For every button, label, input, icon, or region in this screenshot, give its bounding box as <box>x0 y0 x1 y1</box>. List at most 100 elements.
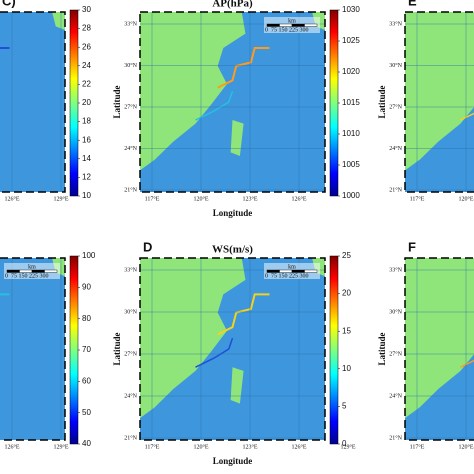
colorbar-tick-label: 80 <box>82 314 91 323</box>
track <box>460 359 474 368</box>
scale-labels: 0 75 150 225 300 <box>5 273 49 279</box>
lon-tick-label: 120°E <box>193 195 208 202</box>
colorbar-tick-label: 26 <box>82 42 91 51</box>
colorbar <box>329 9 339 197</box>
colorbar-tick-label: 22 <box>82 80 91 89</box>
y-axis-label: Latitude <box>377 85 387 118</box>
map-frame <box>0 257 66 441</box>
lat-tick-label: 30°N <box>389 62 402 69</box>
lon-tick-label: 126°E <box>291 195 306 202</box>
colorbar-tick-label: 90 <box>82 282 91 291</box>
map <box>140 12 325 192</box>
colorbar-tick-label: 20 <box>342 289 351 298</box>
scale-seg <box>44 269 58 273</box>
lat-tick-label: 33°N <box>124 266 137 273</box>
lon-tick-label: 120°E <box>193 443 208 450</box>
track <box>195 90 234 121</box>
x-axis-label: Longitude <box>213 456 253 466</box>
colorbar-tick-label: 1010 <box>342 129 360 138</box>
colorbar-tick-label: 15 <box>342 326 351 335</box>
map-panel: C) 126°E 129°E 30 28 26 24 22 20 18 16 14 12 10 <box>0 0 91 202</box>
colorbar-tick-label: 25 <box>342 251 351 260</box>
colorbar-tick-label: 1030 <box>342 5 360 14</box>
map-panel: 126°E 129°E km 0 75 150 225 300 100 90 80 70 60 5… <box>0 251 96 450</box>
map-panel: F 33°N 30°N 27°N 24°N 21°N 117°E 120°E Latitude <box>377 239 474 450</box>
panel-title: WS(m/s) <box>212 244 253 256</box>
scale-seg <box>304 269 318 273</box>
sea <box>0 258 65 440</box>
lon-tick-label: 123°E <box>242 195 257 202</box>
map-frame <box>404 257 474 441</box>
scale-labels: 0 75 150 225 300 <box>265 273 309 279</box>
scale-seg <box>279 269 293 273</box>
track <box>460 112 474 121</box>
track <box>195 337 234 368</box>
colorbar-tick-label: 40 <box>82 439 91 448</box>
colorbar <box>69 9 79 197</box>
panel-letter: D <box>143 239 152 254</box>
lon-tick-label: 120°E <box>458 195 473 202</box>
colorbar-tick-label: 1015 <box>342 98 360 107</box>
lon-tick-label: 117°E <box>410 443 425 450</box>
lat-tick-label: 21°N <box>389 186 402 193</box>
map-panel: D WS(m/s) 33°N 30°N 27°N 24°N 21°N 117°E 120°E 12… <box>112 239 356 466</box>
colorbar-tick-label: 18 <box>82 117 91 126</box>
lon-tick-label: 129°E <box>340 443 355 450</box>
land <box>140 258 246 419</box>
lat-tick-label: 24°N <box>124 392 137 399</box>
colorbar-tick-label: 1005 <box>342 160 360 169</box>
lon-tick-label: 117°E <box>410 195 425 202</box>
lon-tick-label: 126°E <box>291 443 306 450</box>
colorbar-tick-label: 0 <box>342 439 347 448</box>
lat-tick-label: 24°N <box>389 145 402 152</box>
scale-seg <box>279 23 293 27</box>
colorbar-tick-label: 60 <box>82 376 91 385</box>
colorbar-tick-label: 10 <box>342 364 351 373</box>
track <box>217 293 270 336</box>
map <box>405 258 474 440</box>
lat-tick-label: 21°N <box>389 434 402 441</box>
lat-tick-label: 33°N <box>124 20 137 27</box>
lat-tick-label: 27°N <box>389 350 402 357</box>
land <box>405 258 474 419</box>
lon-tick-label: 129°E <box>53 443 68 450</box>
map <box>0 258 65 440</box>
scale-seg <box>19 269 33 273</box>
colorbar <box>69 255 79 445</box>
lat-tick-label: 30°N <box>124 308 137 315</box>
lon-tick-label: 126°E <box>4 195 19 202</box>
scale-unit: km <box>28 264 36 270</box>
colorbar-tick-label: 24 <box>82 61 91 70</box>
colorbar-tick-label: 50 <box>82 408 91 417</box>
lat-tick-label: 30°N <box>124 62 137 69</box>
scale-seg <box>291 23 305 27</box>
map-panel: E 33°N 30°N 27°N 24°N 21°N 117°E 120°E Latitude <box>377 0 474 202</box>
scale-unit: km <box>288 18 296 24</box>
colorbar-tick-label: 16 <box>82 135 91 144</box>
lat-tick-label: 27°N <box>124 350 137 357</box>
island <box>230 367 244 404</box>
track <box>217 47 270 89</box>
map-frame <box>139 11 326 193</box>
lat-tick-label: 21°N <box>124 434 137 441</box>
lon-tick-label: 129°E <box>53 195 68 202</box>
map <box>0 12 65 192</box>
colorbar-tick-label: 10 <box>82 191 91 200</box>
map-frame <box>404 11 474 193</box>
panel-letter: F <box>408 239 416 254</box>
panel-letter: E <box>408 0 417 8</box>
y-axis-label: Latitude <box>112 332 122 365</box>
scale-unit: km <box>288 264 296 270</box>
y-axis-label: Latitude <box>112 85 122 118</box>
lat-tick-label: 33°N <box>389 20 402 27</box>
colorbar-tick-label: 28 <box>82 24 91 33</box>
colorbar-tick-label: 20 <box>82 98 91 107</box>
colorbar-tick-label: 30 <box>82 5 91 14</box>
colorbar-tick-label: 1025 <box>342 36 360 45</box>
map-panel: AP(hPa) 33°N 30°N 27°N 24°N 21°N 117°E 120°E 123… <box>112 0 360 218</box>
lat-tick-label: 30°N <box>389 308 402 315</box>
lat-tick-label: 27°N <box>389 103 402 110</box>
lat-tick-label: 24°N <box>124 145 137 152</box>
colorbar-tick-label: 5 <box>342 402 347 411</box>
